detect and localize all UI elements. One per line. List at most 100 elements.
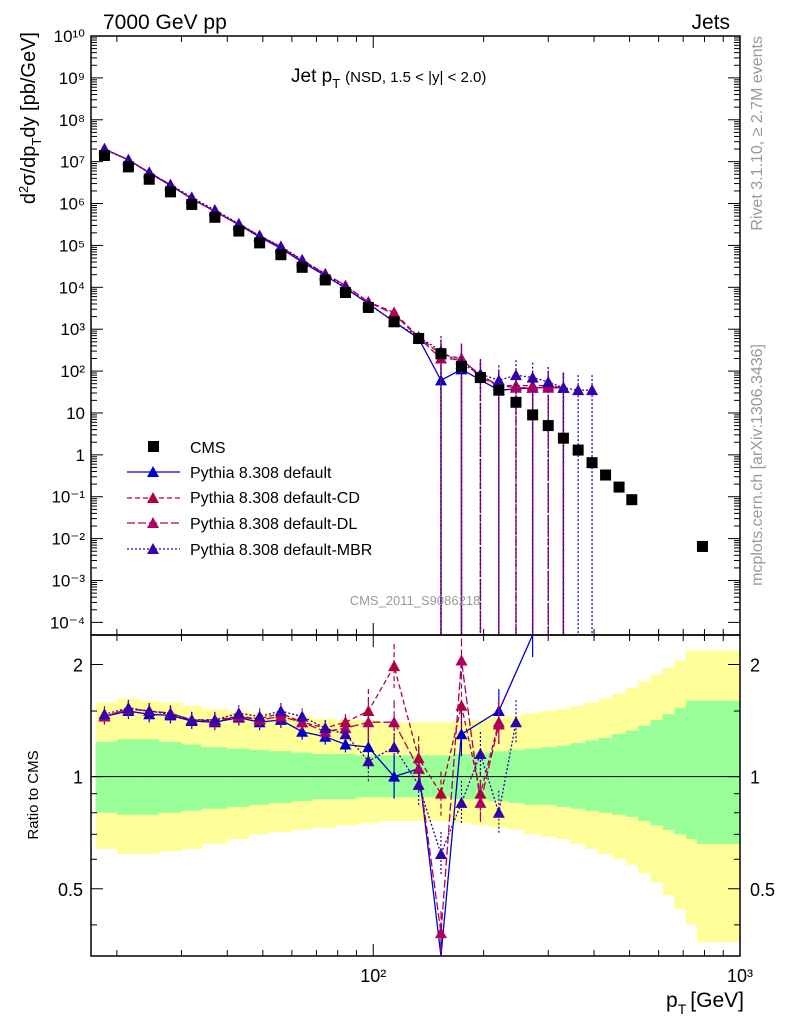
ratio-line-mbr — [104, 707, 517, 856]
plot-title-sub: T — [332, 76, 340, 91]
series-point-mbr — [274, 240, 287, 252]
uncertainty-band-inner — [685, 700, 698, 840]
ratio-point-dl — [492, 718, 505, 730]
uncertainty-band-inner — [708, 700, 720, 844]
uncertainty-band-inner — [158, 741, 182, 813]
ratio-point-mbr — [296, 710, 309, 722]
data-point-cms — [600, 469, 612, 481]
series-line-mbr — [104, 148, 593, 391]
y-tick-label: 10⁴ — [59, 278, 85, 297]
ratio-y-tick-label-right: 1 — [750, 768, 760, 788]
data-point-cms — [586, 457, 598, 469]
x-axis-label: pT [GeV] — [666, 989, 744, 1017]
ratio-point-mbr — [122, 701, 135, 713]
ratio-point-cd — [434, 787, 447, 799]
y-tick-label: 10² — [60, 362, 85, 381]
legend-label-cms: CMS — [190, 440, 226, 457]
uncertainty-band-inner — [95, 741, 118, 813]
ratio-point-mbr — [164, 708, 177, 720]
data-point-cms — [696, 540, 708, 552]
ratio-point-mbr — [185, 713, 198, 725]
legend-label-dl: Pythia 8.308 default-DL — [190, 516, 357, 533]
ratio-point-mbr — [143, 705, 156, 717]
data-point-cms — [455, 360, 467, 372]
data-point-cms — [98, 150, 110, 162]
y-tick-label: 10⁻⁴ — [50, 613, 85, 632]
uncertainty-band-inner — [181, 744, 202, 811]
uncertainty-band-inner — [540, 747, 557, 805]
uncertainty-band-inner — [585, 740, 599, 811]
uncertainty-band-inner — [729, 700, 741, 844]
uncertainty-band-inner — [674, 707, 687, 835]
series-point-mbr — [542, 375, 555, 387]
ratio-point-dl — [455, 654, 468, 666]
uncertainty-band-inner — [570, 743, 586, 809]
plot-title-main: Jet p — [291, 66, 332, 87]
ratio-point-mbr — [339, 728, 352, 740]
data-point-cms — [388, 316, 400, 328]
x-tick-label: 10³ — [727, 966, 753, 986]
uncertainty-band-inner — [696, 700, 709, 844]
y-axis-ratio-label: Ratio to CMS — [25, 750, 42, 839]
data-point-cms — [164, 186, 176, 198]
ratio-point-cd — [388, 660, 401, 672]
data-point-cms — [493, 384, 505, 396]
data-point-cms — [510, 396, 522, 408]
data-point-cms — [209, 211, 221, 223]
main-plot: 10⁻⁴ 10⁻³ 10⁻² 10⁻¹ 1 10 10² 10³ 10⁴ 10⁵ 10⁶ 10⁷ 10⁸… — [50, 27, 741, 636]
uncertainty-band-inner — [625, 730, 639, 817]
series-point-mbr — [557, 381, 570, 393]
y-tick-label: 10⁷ — [60, 153, 85, 172]
uncertainty-band-inner — [718, 700, 730, 844]
ratio-frame — [90, 634, 741, 957]
data-point-cms — [474, 372, 486, 384]
series-point-mbr — [572, 384, 585, 396]
data-point-cms — [626, 494, 638, 506]
ratio-plot: 10² 10³ 0.5 0.5 1 1 2 2 — [58, 634, 775, 986]
analysis-id: CMS_2011_S9086218 — [350, 593, 481, 608]
data-point-cms — [435, 348, 447, 360]
data-point-cms — [233, 225, 245, 237]
data-point-cms — [542, 420, 554, 432]
legend-label-cd: Pythia 8.308 default-CD — [190, 490, 360, 507]
y-tick-label: 10¹⁰ — [54, 27, 86, 46]
uncertainty-band-inner — [638, 725, 651, 822]
data-point-cms — [275, 249, 287, 261]
rivet-label: Rivet 3.1.10, ≥ 2.7M events — [749, 36, 766, 231]
data-point-cms — [186, 198, 198, 210]
legend-label-mbr: Pythia 8.308 default-MBR — [190, 542, 372, 559]
uncertainty-band-inner — [201, 747, 228, 809]
ratio-point-mbr — [98, 708, 111, 720]
series-point-mbr — [586, 384, 599, 396]
uncertainty-band-inner — [249, 749, 270, 805]
ratio-point-mbr — [208, 713, 221, 725]
data-point-cms — [613, 481, 625, 493]
data-point-cms — [557, 432, 569, 444]
series-point-mbr — [509, 369, 522, 381]
data-point-cms — [254, 237, 266, 249]
ratio-point-mbr — [274, 705, 287, 717]
y-tick-label: 10 — [66, 404, 85, 423]
uncertainty-band-inner — [227, 748, 251, 807]
legend-marker-dl — [147, 517, 159, 528]
ratio-y-tick-label-right: 2 — [750, 655, 760, 675]
ratio-point-dl — [362, 716, 375, 728]
data-point-cms — [296, 261, 308, 273]
series-point-dl — [388, 308, 401, 320]
data-point-cms — [319, 274, 331, 286]
y-tick-label: 10³ — [60, 320, 85, 339]
ratio-y-tick-label-right: 0.5 — [750, 880, 775, 900]
y-tick-label: 10⁸ — [59, 111, 85, 130]
ratio-point-cd — [362, 705, 375, 717]
ratio-y-tick-label: 0.5 — [58, 880, 83, 900]
legend-marker-mbr — [147, 543, 159, 554]
ratio-point-dl — [474, 796, 487, 808]
data-point-cms — [572, 444, 584, 456]
y-tick-label: 1 — [76, 446, 85, 465]
ratio-point-mbr — [319, 722, 332, 734]
ratio-point-mbr — [232, 707, 245, 719]
y-tick-label: 10⁹ — [59, 69, 85, 88]
uncertainty-band-inner — [611, 734, 627, 815]
category-label: Jets — [691, 11, 730, 34]
ratio-point-mbr — [253, 710, 266, 722]
